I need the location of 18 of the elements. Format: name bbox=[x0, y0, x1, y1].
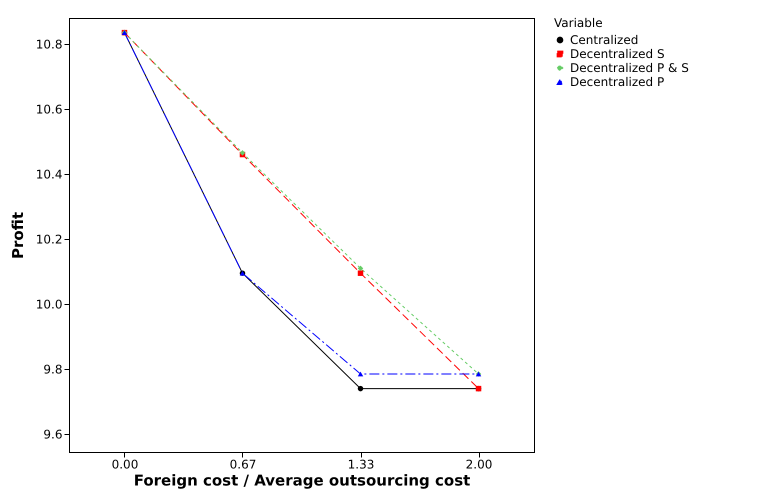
legend-label: Decentralized S bbox=[570, 47, 665, 61]
y-tick-label: 10.8 bbox=[36, 38, 62, 52]
y-tick-label: 9.6 bbox=[43, 428, 62, 442]
x-tick-label: 0.67 bbox=[230, 458, 256, 472]
legend-title: Variable bbox=[554, 16, 603, 30]
y-axis-title: Profit bbox=[8, 212, 27, 259]
x-axis-title: Foreign cost / Average outsourcing cost bbox=[134, 472, 470, 490]
y-tick-label: 10.2 bbox=[36, 232, 62, 247]
x-tick-label: 0.00 bbox=[112, 458, 138, 472]
y-tick-label: 9.8 bbox=[43, 362, 62, 377]
y-tick-label: 10.0 bbox=[36, 298, 62, 312]
legend-label: Centralized bbox=[570, 33, 638, 47]
y-tick-label: 10.6 bbox=[36, 102, 62, 117]
legend-label: Decentralized P bbox=[570, 75, 664, 89]
x-tick-label: 2.00 bbox=[466, 458, 492, 472]
y-tick-label: 10.4 bbox=[36, 168, 62, 182]
x-tick-label: 1.33 bbox=[348, 458, 374, 472]
legend-label: Decentralized P & S bbox=[570, 61, 689, 75]
